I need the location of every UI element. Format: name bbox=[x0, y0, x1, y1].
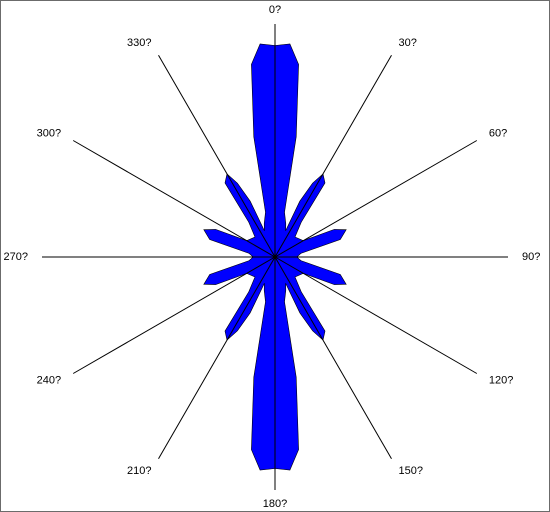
angle-label-60: 60? bbox=[489, 127, 507, 139]
spoke-60 bbox=[274, 140, 478, 258]
angle-label-210: 210? bbox=[127, 465, 151, 477]
angle-label-150: 150? bbox=[399, 465, 423, 477]
spoke-210 bbox=[158, 256, 276, 460]
spoke-30 bbox=[274, 54, 392, 258]
spoke-240 bbox=[72, 256, 276, 374]
spoke-300 bbox=[72, 140, 276, 258]
spoke-layer bbox=[42, 24, 508, 490]
angle-label-180: 180? bbox=[263, 498, 287, 510]
spoke-330 bbox=[158, 54, 276, 258]
angle-label-120: 120? bbox=[489, 374, 513, 386]
angle-label-300: 300? bbox=[37, 127, 61, 139]
angle-label-0: 0? bbox=[269, 4, 281, 16]
angle-label-30: 30? bbox=[399, 37, 417, 49]
angle-label-330: 330? bbox=[127, 37, 151, 49]
spoke-150 bbox=[274, 256, 392, 460]
angle-label-270: 270? bbox=[4, 251, 28, 263]
spoke-120 bbox=[274, 256, 478, 374]
angle-label-90: 90? bbox=[522, 251, 540, 263]
angle-label-240: 240? bbox=[37, 374, 61, 386]
label-layer: 0? 30? 60? 90? 120? 150? 180? 210? 240? 270? 300? 3… bbox=[4, 4, 541, 510]
